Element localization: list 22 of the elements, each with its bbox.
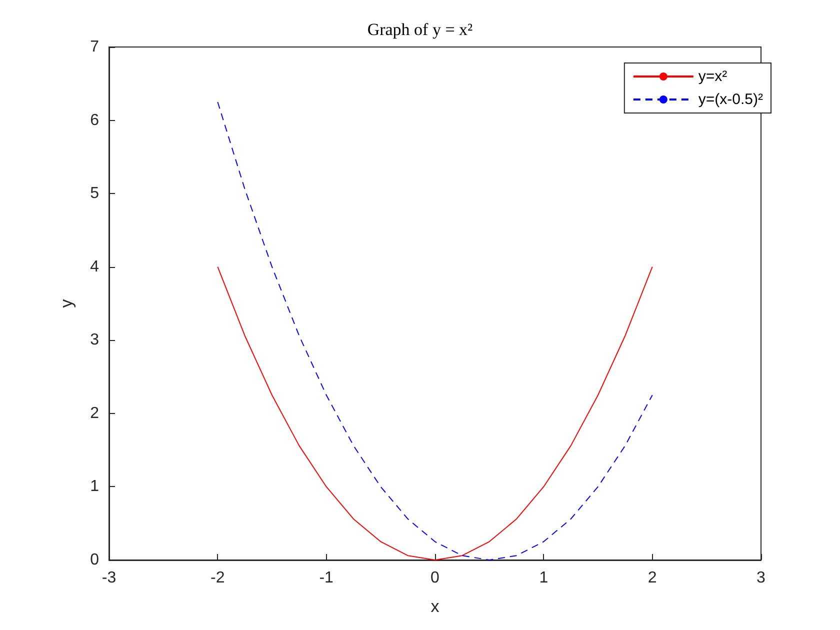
y-tick-label: 6 [90,112,100,129]
x-tick-label: 3 [756,570,766,586]
x-tick-label: -3 [102,570,116,586]
x-tick-label: 1 [539,570,548,586]
legend-label: y=x² [698,68,728,85]
y-tick-label: 1 [90,478,100,496]
x-tick-label: 2 [648,570,657,586]
chart-title: Graph of y = x² [367,20,473,39]
line-series [217,266,653,560]
y-axis-title: y [57,298,76,308]
line-series [217,101,653,560]
x-tick-label: 0 [430,570,440,586]
x-axis-title: x [430,597,440,616]
y-tick-label: 3 [90,332,100,349]
legend-label: y=(x-0.5)² [698,91,764,108]
y-tick-label: 4 [90,258,100,276]
x-tick-label: -1 [319,570,334,586]
x-tick-label: -2 [210,570,225,586]
y-tick-label: 5 [90,185,100,202]
y-tick-label: 2 [90,404,100,422]
y-tick-label: 7 [90,38,100,56]
y-tick-label: 0 [90,552,100,568]
